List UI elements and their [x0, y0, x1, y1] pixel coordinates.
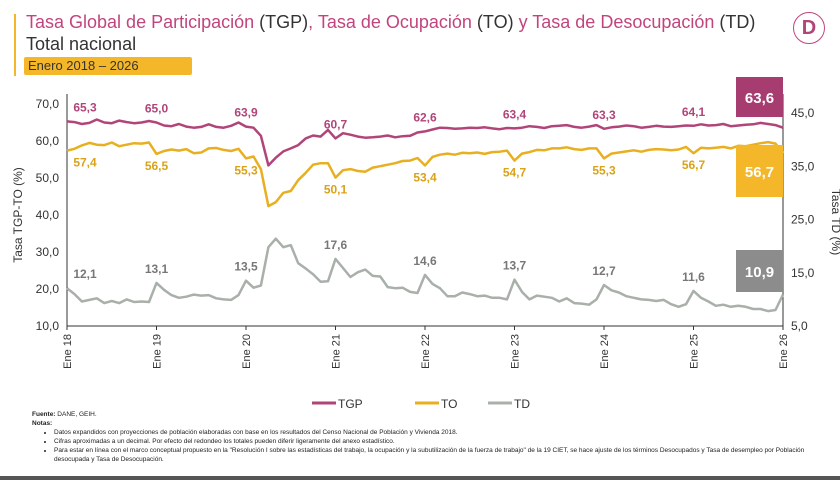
x-tick-label: Ene 23: [510, 334, 522, 369]
data-label: 12,1: [73, 267, 97, 281]
data-label: 63,3: [592, 108, 616, 122]
dane-logo: D: [793, 12, 825, 44]
x-tick-label: Ene 19: [152, 334, 164, 369]
series-line-tgp: [66, 118, 784, 167]
y2-tick-label: 35,0: [791, 159, 815, 173]
data-label: 57,4: [73, 156, 97, 170]
y-tick-label: 50,0: [36, 171, 60, 185]
data-label: 13,1: [145, 262, 169, 276]
note: Para estar en línea con el marco concept…: [54, 446, 812, 464]
x-tick-label: Ene 25: [689, 334, 701, 369]
line-chart: 70,0 60,0 50,0 40,0 30,0 20,0 10,0 45,0 35,0 25,0…: [11, 77, 840, 410]
data-label: 56,7: [682, 158, 706, 172]
x-tick-label: Ene 20: [241, 334, 253, 369]
x-tick-label: Ene 24: [599, 334, 611, 369]
accent-bar: [14, 14, 16, 76]
y-tick-label: 30,0: [36, 245, 60, 259]
note: Cifras aproximadas a un decimal. Por efe…: [54, 437, 812, 446]
legend-label: TGP: [338, 397, 363, 410]
period-badge: Enero 2018 – 2026: [24, 57, 192, 75]
data-label: 65,3: [73, 100, 97, 114]
x-tick-label: Ene 18: [62, 334, 74, 369]
data-label: 53,4: [413, 170, 437, 184]
legend-label: TD: [514, 397, 530, 410]
last-value-label: 63,6: [745, 90, 774, 107]
data-label: 63,9: [234, 106, 258, 120]
data-label: 50,1: [324, 183, 348, 197]
series-line-to: [66, 140, 784, 208]
last-value-box-td: [736, 250, 783, 292]
y2-tick-label: 15,0: [791, 266, 815, 280]
bottom-bar: [0, 476, 840, 480]
y2-tick-label: 25,0: [791, 213, 815, 227]
y-axis-title: Tasa TGP-TO (%): [11, 167, 25, 263]
chart-title: Tasa Global de Participación (TGP), Tasa…: [26, 12, 756, 32]
data-label: 17,6: [324, 238, 348, 252]
data-label: 13,5: [234, 260, 258, 274]
last-value-box-tgp: [736, 77, 783, 117]
x-tick-label: Ene 26: [778, 334, 790, 369]
y-tick-label: 10,0: [36, 319, 60, 333]
last-value-label: 10,9: [745, 264, 774, 281]
y2-tick-label: 45,0: [791, 106, 815, 120]
y-tick-label: 70,0: [36, 97, 60, 111]
data-label: 60,7: [324, 117, 348, 131]
x-tick-label: Ene 22: [420, 334, 432, 369]
data-label: 63,4: [503, 107, 527, 121]
last-value-box-to: [736, 145, 783, 197]
y-tick-label: 20,0: [36, 282, 60, 296]
data-label: 55,3: [592, 163, 616, 177]
data-label: 13,7: [503, 259, 527, 273]
series-line-td: [66, 237, 785, 313]
data-label: 64,1: [682, 105, 706, 119]
data-label: 11,6: [682, 270, 705, 284]
legend-label: TO: [441, 397, 457, 410]
chart-subtitle: Total nacional: [26, 34, 137, 54]
data-label: 56,5: [145, 159, 169, 173]
x-tick-label: Ene 21: [331, 334, 343, 369]
data-label: 14,6: [413, 254, 437, 268]
data-label: 65,0: [145, 102, 169, 116]
footnotes: Fuente: DANE, GEIH. Notas: Datos expandi…: [32, 410, 812, 464]
y2-tick-label: 5,0: [791, 319, 808, 333]
y-tick-label: 60,0: [36, 134, 60, 148]
last-value-label: 56,7: [745, 164, 774, 181]
note: Datos expandidos con proyecciones de pob…: [54, 428, 812, 437]
y2-axis-title: Tasa TD (%): [829, 189, 840, 255]
data-label: 12,7: [592, 264, 616, 278]
data-label: 55,3: [234, 163, 258, 177]
data-label: 62,6: [413, 110, 437, 124]
data-label: 54,7: [503, 166, 527, 180]
y-tick-label: 40,0: [36, 208, 60, 222]
